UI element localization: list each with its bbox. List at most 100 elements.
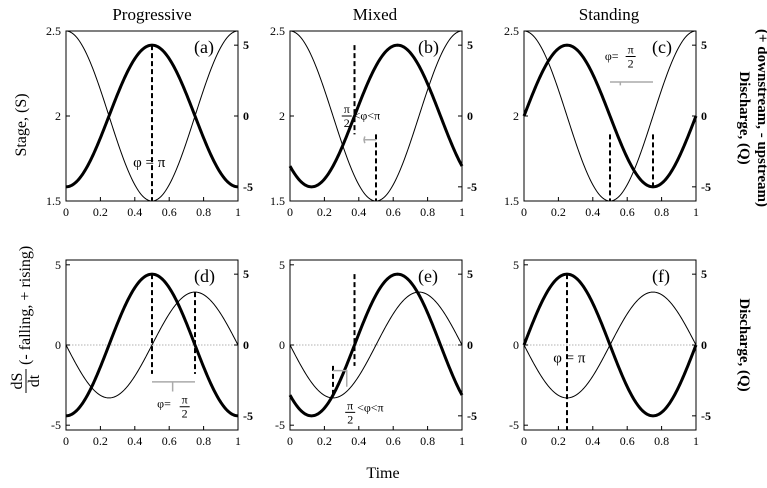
annotation-leader [152,381,195,392]
panel-d: 0 0.2 0.4 0.6 0.8 1-505-505(d)φ= π2 [51,258,253,448]
panel-label: (d) [194,266,215,287]
discharge-series-line [522,43,698,189]
x-tick-label: 0 [63,434,69,448]
x-tick-label: 0.8 [196,434,211,448]
y-tick-label: 2 [279,109,285,123]
phase-annotation: φ= [157,397,171,411]
x-tick-label: 0.8 [196,205,211,219]
x-tick-label: 0 [287,205,293,219]
y-tick-label: 5 [513,258,519,272]
x-tick-label: 0.2 [317,205,332,219]
column-title-progressive: Progressive [112,5,191,24]
panel-f: 0 0.2 0.4 0.6 0.8 1-505-505(f)φ = π [509,258,711,448]
x-tick-label: 0.4 [127,434,142,448]
x-tick-label: 0.2 [551,434,566,448]
panel-label: (c) [652,37,672,58]
x-tick-label: 0.4 [127,205,142,219]
y-tick-label: 0 [55,338,61,352]
x-tick-label: 0.8 [654,205,669,219]
x-tick-label: 0.4 [351,434,366,448]
x-tick-label: 0.8 [420,205,435,219]
discharge-series-line [288,272,464,418]
x-tick-label: 0.2 [93,434,108,448]
dsdt-numerator: dS [9,373,26,390]
annotation-leader [363,136,376,144]
pi-symbol: π [182,393,188,407]
x-tick-label: 1 [459,434,465,448]
x-tick-label: 0.2 [93,205,108,219]
y-right-tick-label: 5 [467,267,473,281]
two-symbol: 2 [182,407,188,421]
panel-c: 0 0.2 0.4 0.6 0.8 11.522.5-505(c)φ= π2 [504,24,711,219]
x-tick-label: 1 [693,434,699,448]
top-right-ylabel-line1: Discharge, (Q) [736,71,752,164]
panel-label: (a) [194,37,214,58]
panel-e: 0 0.2 0.4 0.6 0.8 1-505-505(e)π2<φ<π [275,258,477,448]
pi-over-2: π2 [345,398,356,426]
y-right-tick-label: 0 [467,109,473,123]
phase-annotation: φ= [605,49,619,63]
x-tick-label: 0.2 [317,434,332,448]
panel-b: 0 0.2 0.4 0.6 0.8 11.522.5-505(b)π2<φ<π [270,24,477,219]
pi-over-2: π2 [179,393,190,421]
discharge-series-line [288,43,464,189]
y-tick-label: 0 [513,338,519,352]
x-tick-label: 1 [235,205,241,219]
y-tick-label: 2 [55,109,61,123]
x-tick-label: 0.6 [162,205,177,219]
y-tick-label: -5 [509,418,519,432]
y-right-tick-label: -5 [467,180,477,194]
column-title-mixed: Mixed [353,5,398,24]
y-right-tick-label: -5 [701,409,711,423]
y-right-tick-label: -5 [467,409,477,423]
y-right-tick-label: 0 [701,109,707,123]
x-tick-label: 0 [521,434,527,448]
y-right-tick-label: 0 [701,338,707,352]
top-right-ylabel-line2: (+ downstream, - upstream) [754,29,767,207]
pi-over-2: π2 [341,102,352,130]
y-tick-label: 2.5 [270,24,285,38]
annotation-leader [333,369,348,387]
x-tick-label: 0.6 [162,434,177,448]
x-tick-label: 1 [693,205,699,219]
x-tick-label: 0.8 [654,434,669,448]
two-symbol: 2 [628,57,634,71]
top-right-ylabel: Discharge, (Q) (+ downstream, - upstream… [736,29,767,207]
two-symbol: 2 [347,412,353,426]
pi-over-2: π2 [625,43,636,71]
two-symbol: 2 [344,116,350,130]
y-tick-label: 2.5 [504,24,519,38]
y-tick-label: 5 [55,258,61,272]
y-right-tick-label: 0 [243,109,249,123]
panel-a: 0 0.2 0.4 0.6 0.8 1 1.5 2 2.5 -5 0 5 (a) φ = π [46,24,253,219]
phase-annotation: φ = π [133,155,166,171]
y-right-tick-label: 0 [467,338,473,352]
x-tick-label: 0.4 [351,205,366,219]
x-tick-label: 0.6 [386,205,401,219]
y-right-tick-label: 5 [243,38,249,52]
bottom-left-ylabel: dS dt (- falling, + rising) [9,246,43,393]
y-right-tick-label: 5 [467,38,473,52]
pi-symbol: π [344,102,350,116]
x-tick-label: 1 [235,434,241,448]
phase-annotation: <φ<π [357,401,384,415]
x-tick-label: 0 [521,205,527,219]
dsdt-description: (- falling, + rising) [17,246,34,365]
pi-symbol: π [347,398,353,412]
y-right-tick-label: 5 [243,267,249,281]
annotation-leader [610,81,653,86]
dsdt-series-line [289,291,463,399]
panel-label: (f) [652,266,670,287]
x-axis-label: Time [366,465,399,482]
y-right-tick-label: -5 [701,180,711,194]
pi-symbol: π [628,43,634,57]
y-tick-label: 5 [279,258,285,272]
y-right-tick-label: 5 [701,38,707,52]
phase-annotation: <φ<π [354,108,381,122]
y-right-tick-label: 5 [701,267,707,281]
x-tick-label: 0 [287,434,293,448]
x-tick-label: 0.8 [420,434,435,448]
y-tick-label: 1.5 [270,194,285,208]
y-tick-label: 2 [513,109,519,123]
